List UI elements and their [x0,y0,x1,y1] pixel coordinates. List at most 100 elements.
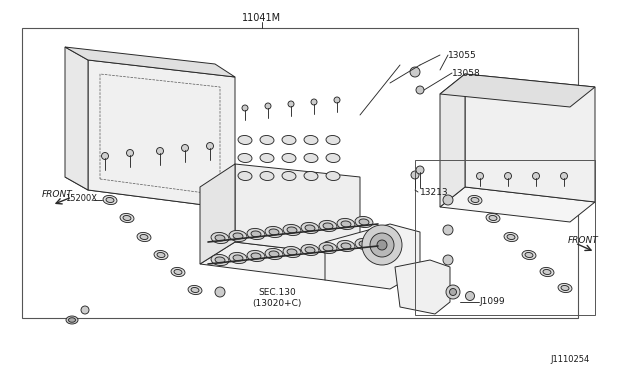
Ellipse shape [522,250,536,260]
Ellipse shape [211,232,229,244]
Text: J1110254: J1110254 [551,356,590,365]
Ellipse shape [359,241,369,247]
Ellipse shape [238,171,252,180]
Ellipse shape [323,223,333,229]
Circle shape [81,306,89,314]
Circle shape [504,173,511,180]
Text: 15200X: 15200X [65,193,97,202]
Circle shape [477,173,483,180]
Ellipse shape [260,135,274,145]
Circle shape [449,289,456,295]
Ellipse shape [471,198,479,202]
Circle shape [265,103,271,109]
Ellipse shape [269,251,279,257]
Ellipse shape [540,267,554,276]
Circle shape [215,287,225,297]
Ellipse shape [211,254,229,266]
Bar [22,28,578,318]
Ellipse shape [154,250,168,260]
Ellipse shape [283,224,301,235]
Polygon shape [440,187,595,222]
Ellipse shape [171,267,185,276]
Circle shape [182,144,189,151]
Circle shape [334,97,340,103]
Ellipse shape [103,195,117,205]
Text: 13055: 13055 [448,51,477,60]
Ellipse shape [543,269,551,275]
Ellipse shape [337,240,355,251]
Ellipse shape [305,247,315,253]
Circle shape [288,101,294,107]
Ellipse shape [558,283,572,292]
Ellipse shape [229,253,247,264]
Ellipse shape [326,154,340,163]
Ellipse shape [304,171,318,180]
Circle shape [443,225,453,235]
Ellipse shape [282,171,296,180]
Ellipse shape [251,253,261,259]
Ellipse shape [561,285,569,291]
Ellipse shape [174,269,182,275]
Ellipse shape [282,154,296,163]
Ellipse shape [260,171,274,180]
Ellipse shape [238,154,252,163]
Ellipse shape [260,154,274,163]
Ellipse shape [188,285,202,295]
Circle shape [102,153,109,160]
Ellipse shape [247,250,265,262]
Circle shape [242,105,248,111]
Polygon shape [65,47,88,190]
Polygon shape [440,74,465,207]
Ellipse shape [106,198,114,202]
Polygon shape [325,224,420,289]
Ellipse shape [489,215,497,221]
Circle shape [446,285,460,299]
Text: J1099: J1099 [479,298,504,307]
Circle shape [370,233,394,257]
Ellipse shape [359,219,369,225]
Ellipse shape [282,135,296,145]
Ellipse shape [355,217,373,228]
Ellipse shape [140,234,148,240]
Text: 13058: 13058 [452,68,481,77]
Circle shape [416,86,424,94]
Ellipse shape [304,135,318,145]
Text: SEC.130
(13020+C): SEC.130 (13020+C) [252,288,301,308]
Polygon shape [65,177,235,209]
Text: 11041M: 11041M [243,13,282,23]
Ellipse shape [251,231,261,237]
Ellipse shape [319,221,337,231]
Polygon shape [65,47,235,77]
Circle shape [416,166,424,174]
Ellipse shape [215,257,225,263]
Ellipse shape [507,234,515,240]
Bar [415,160,595,315]
Ellipse shape [341,243,351,249]
Circle shape [411,171,419,179]
Circle shape [465,292,474,301]
Text: 13213: 13213 [420,187,449,196]
Ellipse shape [265,227,283,238]
Circle shape [362,225,402,265]
Ellipse shape [229,230,247,241]
Ellipse shape [504,232,518,241]
Ellipse shape [287,249,297,255]
Ellipse shape [233,233,243,239]
Ellipse shape [305,225,315,231]
Ellipse shape [326,171,340,180]
Ellipse shape [283,246,301,257]
Circle shape [532,173,540,180]
Ellipse shape [326,135,340,145]
Circle shape [443,195,453,205]
Ellipse shape [66,316,78,324]
Ellipse shape [355,238,373,250]
Ellipse shape [525,253,533,257]
Ellipse shape [337,218,355,230]
Ellipse shape [68,318,76,322]
Ellipse shape [287,227,297,233]
Circle shape [311,99,317,105]
Polygon shape [235,164,360,257]
Polygon shape [440,74,595,107]
Text: FRONT: FRONT [42,189,72,199]
Ellipse shape [319,243,337,254]
